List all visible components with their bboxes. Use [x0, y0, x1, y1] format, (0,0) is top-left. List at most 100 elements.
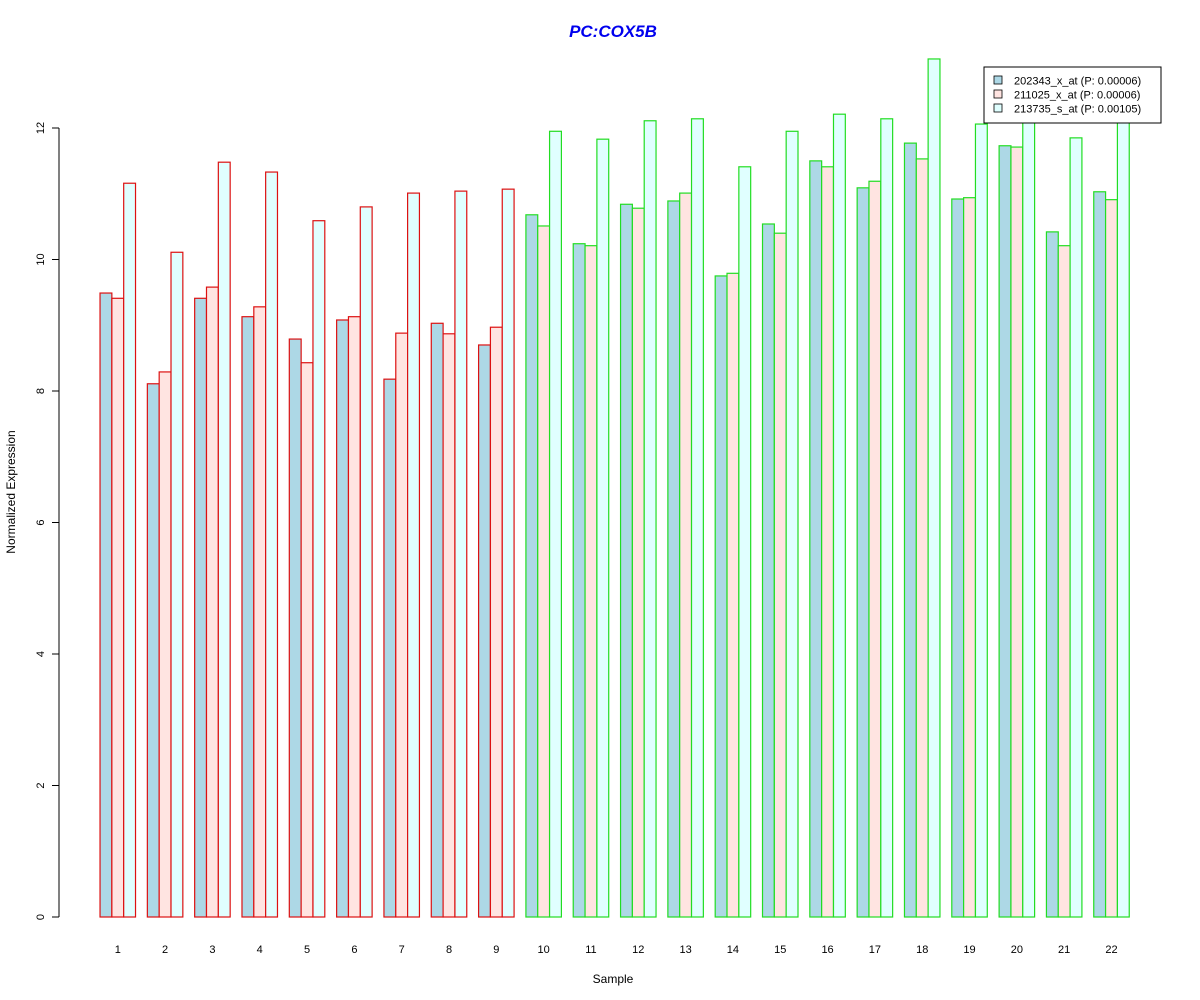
x-tick-label: 5 [304, 944, 310, 956]
legend-label: 211025_x_at (P: 0.00006) [1014, 90, 1140, 102]
bar [537, 225, 551, 918]
x-tick-label: 7 [399, 944, 405, 956]
x-tick-label: 12 [632, 944, 644, 956]
legend: 202343_x_at (P: 0.00006) 211025_x_at (P: … [983, 66, 1162, 124]
bar [99, 292, 113, 918]
bar [454, 190, 468, 918]
bar [726, 272, 740, 918]
bar [773, 232, 787, 918]
bar [170, 251, 184, 918]
x-tick-label: 4 [257, 944, 263, 956]
bar [1010, 146, 1024, 918]
x-tick-labels: 1 2 3 4 5 6 7 8 9 10 11 12 13 14 15 16 17 18 19 20 21 22 [115, 944, 1118, 956]
legend-box [983, 66, 1162, 124]
bar [1057, 245, 1071, 918]
bar [1045, 231, 1059, 918]
x-axis-label: Sample [593, 972, 634, 986]
x-tick-label: 20 [1011, 944, 1023, 956]
bar [442, 333, 456, 918]
y-tick-label: 2 [35, 782, 47, 788]
legend-swatch [993, 75, 1003, 85]
bar [1104, 199, 1119, 918]
bar [300, 362, 314, 918]
y-tick-label: 0 [35, 914, 47, 920]
bar [477, 344, 492, 918]
x-tick-label: 22 [1105, 944, 1117, 956]
bar [880, 118, 894, 918]
x-tick-label: 10 [538, 944, 550, 956]
bar [1116, 118, 1130, 918]
bar [347, 316, 361, 918]
bar [312, 220, 326, 918]
y-tick-label: 10 [35, 253, 47, 265]
bar [430, 322, 444, 918]
bar [738, 166, 752, 918]
bar [383, 378, 397, 918]
legend-label: 202343_x_at (P: 0.00006) [1014, 76, 1141, 88]
x-tick-label: 13 [679, 944, 691, 956]
bar [667, 200, 681, 918]
x-tick-label: 9 [493, 944, 499, 956]
bar [205, 286, 219, 918]
x-tick-label: 2 [162, 944, 168, 956]
bar [265, 171, 279, 918]
x-tick-label: 21 [1058, 944, 1070, 956]
bar [288, 338, 302, 918]
bar [809, 160, 823, 918]
bar [998, 145, 1012, 918]
bar [359, 206, 373, 918]
bar [927, 58, 941, 918]
bar [395, 332, 409, 918]
bar [761, 223, 775, 918]
bar [158, 371, 172, 918]
bar [336, 319, 350, 918]
chart-title: PC:COX5B [569, 22, 657, 41]
bar [489, 326, 503, 918]
bar [146, 383, 160, 918]
y-axis-label: Normalized Expression [4, 430, 18, 553]
y-tick-label: 8 [35, 388, 47, 394]
bar [951, 198, 965, 918]
y-tick-label: 12 [35, 122, 47, 134]
bar [714, 275, 728, 918]
bar [525, 214, 539, 918]
x-tick-label: 8 [446, 944, 452, 956]
x-tick-label: 3 [209, 944, 215, 956]
bar [679, 192, 693, 918]
bar [253, 306, 267, 918]
bar [903, 142, 917, 918]
x-tick-label: 14 [727, 944, 739, 956]
bar [832, 113, 846, 918]
x-tick-label: 16 [821, 944, 833, 956]
bar [821, 166, 835, 918]
y-tick-label: 4 [35, 651, 47, 657]
bar [619, 203, 633, 918]
bar [915, 158, 929, 918]
bar [785, 130, 799, 918]
bar [217, 161, 231, 918]
bar [123, 182, 137, 918]
bar [1069, 137, 1083, 918]
bar [596, 138, 610, 918]
bar [868, 180, 882, 918]
bar [194, 297, 208, 918]
y-tick-label: 6 [35, 519, 47, 525]
x-tick-label: 19 [963, 944, 975, 956]
bar [643, 120, 657, 918]
bar [963, 197, 977, 918]
bar [111, 297, 125, 918]
bar [584, 245, 598, 918]
legend-swatch [993, 103, 1003, 113]
bar [572, 243, 586, 918]
bar [1022, 122, 1036, 918]
bar [974, 123, 988, 918]
bar [501, 188, 515, 918]
bar [241, 316, 255, 918]
legend-swatch [993, 89, 1003, 99]
legend-label: 213735_s_at (P: 0.00105) [1014, 104, 1141, 116]
x-tick-label: 15 [774, 944, 786, 956]
x-tick-label: 11 [585, 944, 596, 956]
bar [548, 130, 563, 918]
bar [856, 187, 870, 918]
